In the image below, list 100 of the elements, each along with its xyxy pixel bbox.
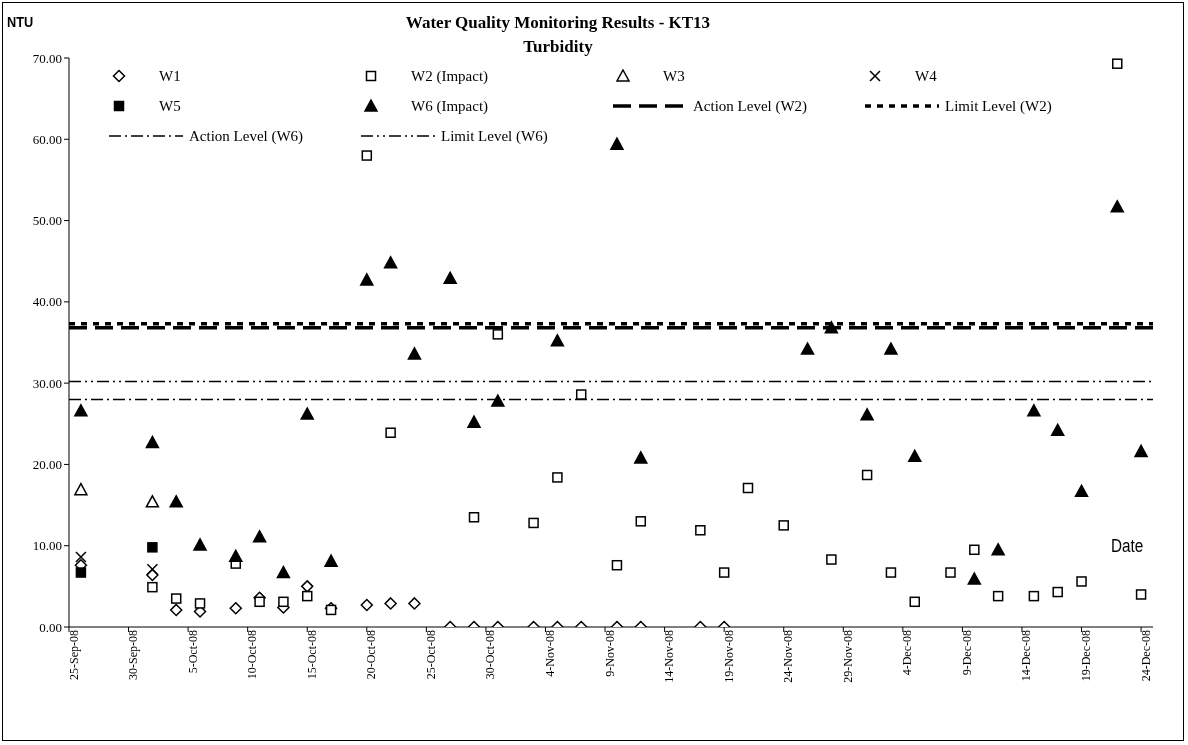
chart-subtitle: Turbidity	[523, 37, 593, 56]
x-tick-label: 30-Oct-08	[483, 630, 498, 680]
legend-label: Action Level (W2)	[693, 97, 808, 115]
point	[254, 596, 265, 608]
point	[1027, 404, 1041, 417]
legend-label: W4	[915, 67, 937, 85]
point	[75, 567, 87, 578]
legend-label: W6 (Impact)	[411, 97, 489, 115]
chart-title: Water Quality Monitoring Results - KT13	[405, 13, 711, 32]
point	[1110, 200, 1125, 213]
legend-label: Action Level (W6)	[189, 127, 304, 145]
point	[610, 137, 624, 150]
legend-label: Limit Level (W2)	[945, 97, 1052, 115]
point	[908, 449, 922, 463]
legend-label: W3	[663, 67, 685, 85]
x-tick-label: 30-Sep-08	[126, 630, 141, 680]
point	[360, 273, 374, 286]
point	[885, 567, 897, 578]
point	[75, 551, 87, 563]
point	[252, 530, 267, 543]
point	[229, 602, 243, 615]
x-tick-label: 19-Nov-08	[721, 630, 736, 683]
y-tick-label: 70.00	[32, 50, 62, 66]
point	[468, 512, 480, 523]
x-tick-label: 9-Dec-08	[959, 630, 974, 676]
point	[360, 598, 374, 612]
x-tick-label: 25-Oct-08	[423, 630, 438, 680]
point	[909, 596, 921, 608]
point	[278, 596, 289, 608]
x-tick-label: 5-Oct-08	[185, 630, 200, 674]
x-tick-label: 29-Nov-08	[840, 630, 855, 683]
legend-label: W2 (Impact)	[411, 67, 489, 85]
point	[194, 598, 206, 609]
point	[800, 342, 815, 355]
x-axis-title: Date	[1111, 536, 1144, 557]
point	[969, 544, 980, 556]
point	[145, 435, 160, 449]
point	[884, 342, 898, 355]
point	[634, 451, 648, 464]
x-tick-label: 24-Dec-08	[1138, 630, 1153, 682]
point	[1112, 58, 1123, 69]
point	[324, 554, 338, 567]
legend-label: Limit Level (W6)	[441, 127, 548, 145]
point	[1050, 423, 1065, 437]
point	[528, 517, 539, 529]
x-tick-label: 20-Oct-08	[364, 630, 379, 680]
point	[300, 407, 314, 420]
legend-label: W5	[159, 97, 181, 115]
point	[611, 559, 623, 571]
point	[169, 603, 183, 617]
point	[635, 516, 647, 527]
point	[742, 482, 754, 494]
point	[361, 150, 373, 161]
point	[301, 590, 313, 602]
x-tick-label: 9-Nov-08	[602, 630, 617, 677]
point	[992, 590, 1004, 602]
point	[145, 495, 160, 508]
point	[991, 543, 1005, 556]
x-tick-label: 14-Nov-08	[662, 630, 677, 683]
point	[1028, 590, 1040, 602]
point	[824, 321, 839, 334]
point	[826, 554, 837, 565]
point	[407, 347, 422, 360]
point	[169, 495, 183, 508]
point	[491, 394, 505, 407]
point	[967, 572, 982, 585]
point	[1135, 589, 1147, 600]
point	[1134, 444, 1148, 458]
legend-label: W1	[159, 67, 181, 85]
point	[300, 580, 314, 593]
point	[552, 472, 563, 483]
point	[467, 415, 481, 428]
point	[945, 567, 956, 578]
x-tick-label: 14-Dec-08	[1019, 630, 1034, 682]
y-axis-title: NTU	[7, 13, 34, 30]
x-tick-label: 4-Dec-08	[900, 630, 915, 676]
point	[193, 538, 207, 551]
point	[147, 581, 158, 593]
point	[443, 271, 457, 285]
x-tick-label: 15-Oct-08	[304, 630, 319, 680]
point	[147, 542, 158, 553]
point	[170, 593, 182, 604]
point	[229, 549, 243, 563]
point	[1076, 576, 1087, 587]
y-tick-label: 0.00	[39, 619, 62, 635]
point	[276, 565, 291, 579]
y-tick-label: 60.00	[32, 131, 62, 147]
point	[408, 597, 421, 610]
point	[860, 408, 874, 421]
x-tick-label: 25-Sep-08	[66, 630, 81, 680]
point	[695, 525, 706, 536]
y-tick-label: 40.00	[32, 294, 62, 310]
y-tick-label: 20.00	[32, 457, 62, 473]
point	[385, 427, 396, 438]
point	[1074, 484, 1089, 497]
point	[718, 567, 730, 578]
point	[384, 597, 397, 610]
point	[575, 389, 587, 400]
x-tick-label: 4-Nov-08	[543, 630, 557, 677]
point	[778, 520, 789, 531]
